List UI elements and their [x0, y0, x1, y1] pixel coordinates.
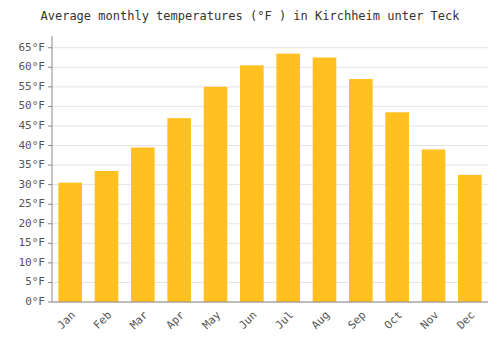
page: {"chart_data": {"type": "bar", "title": … — [0, 0, 500, 350]
grid-line — [52, 86, 488, 87]
bar — [167, 118, 191, 302]
x-tick-label: Feb — [91, 309, 114, 332]
y-tick — [48, 223, 52, 224]
y-tick-label: 55°F — [19, 80, 46, 93]
bar — [240, 65, 264, 302]
x-tick-label: Apr — [164, 308, 188, 332]
chart-svg: 0°F 5°F 10°F 15°F 20°F 25°F 30°F 35°F 40°F 45°F 50… — [0, 0, 500, 350]
x-tick-label: Mar — [127, 308, 151, 332]
x-tick-label: Oct — [382, 309, 405, 332]
y-tick — [48, 165, 52, 166]
y-axis-line — [52, 36, 53, 302]
y-tick — [48, 302, 52, 303]
x-tick-label: Jul — [273, 309, 296, 332]
y-tick — [48, 282, 52, 283]
y-tick-label: 40°F — [19, 139, 46, 152]
y-tick — [48, 47, 52, 48]
grid-line — [52, 106, 488, 107]
y-tick-label: 45°F — [19, 119, 46, 132]
x-tick-label: May — [200, 308, 224, 332]
y-tick-label: 50°F — [19, 99, 46, 112]
y-tick — [48, 106, 52, 107]
x-tick-label: Dec — [454, 309, 477, 332]
x-axis: Jan Feb Mar Apr May Jun Jul Aug Sep Oct Nov Dec — [52, 302, 488, 332]
bar — [313, 58, 337, 302]
grid-line — [52, 145, 488, 146]
chart-container: 0°F 5°F 10°F 15°F 20°F 25°F 30°F 35°F 40°F 45°F 50… — [0, 0, 500, 350]
bar — [276, 54, 300, 302]
x-tick-label: Jan — [55, 309, 78, 332]
bar — [349, 79, 373, 302]
y-tick — [48, 125, 52, 126]
x-tick-label: Aug — [309, 309, 332, 332]
bar — [385, 112, 409, 302]
x-tick-label: Nov — [418, 308, 442, 332]
grid-line — [52, 67, 488, 68]
y-tick — [48, 204, 52, 205]
bar — [131, 147, 155, 302]
y-axis: 0°F 5°F 10°F 15°F 20°F 25°F 30°F 35°F 40°F 45°F 50… — [19, 36, 53, 308]
y-tick-label: 60°F — [19, 60, 46, 73]
title: Average monthly temperatures (°F ) in Ki… — [40, 9, 460, 23]
bar — [458, 175, 482, 302]
y-tick-label: 30°F — [19, 178, 46, 191]
y-tick — [48, 262, 52, 263]
y-tick-label: 5°F — [25, 275, 45, 288]
grid-line — [52, 125, 488, 126]
y-tick-label: 15°F — [19, 236, 46, 249]
y-tick-label: 0°F — [25, 295, 45, 308]
y-tick-label: 65°F — [19, 41, 46, 54]
y-grid — [52, 48, 488, 302]
y-tick-label: 25°F — [19, 197, 46, 210]
grid-line — [52, 47, 488, 48]
bar — [422, 149, 446, 302]
y-tick — [48, 67, 52, 68]
y-tick-label: 20°F — [19, 217, 46, 230]
y-tick-label: 10°F — [19, 256, 46, 269]
grid-line — [52, 302, 488, 303]
bar — [204, 87, 228, 302]
y-tick — [48, 86, 52, 87]
x-tick-label: Sep — [345, 309, 368, 332]
bar — [58, 183, 82, 302]
y-tick-label: 35°F — [19, 158, 46, 171]
y-tick — [48, 184, 52, 185]
y-tick — [48, 145, 52, 146]
bars — [58, 54, 481, 302]
x-axis-line — [52, 302, 488, 303]
y-tick — [48, 243, 52, 244]
bar — [95, 171, 119, 302]
x-tick-label: Jun — [236, 309, 259, 332]
